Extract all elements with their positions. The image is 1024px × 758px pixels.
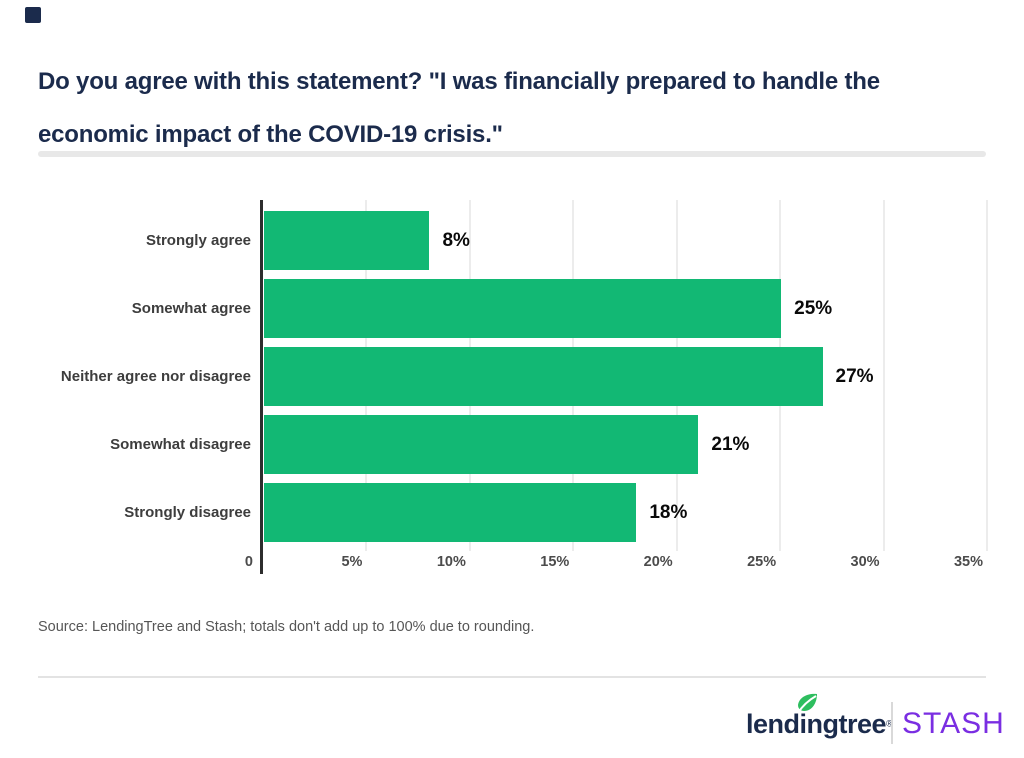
value-label-1: 25% bbox=[794, 298, 833, 319]
category-label-4: Strongly disagree bbox=[124, 504, 251, 521]
value-label-2: 27% bbox=[835, 366, 874, 387]
x-tick-label-30%: 30% bbox=[850, 554, 880, 570]
footer-divider bbox=[38, 676, 986, 678]
lendingtree-logo: lendingtree® bbox=[746, 693, 893, 747]
gridline-30% bbox=[882, 200, 885, 551]
value-label-3: 21% bbox=[711, 434, 750, 455]
category-label-0: Strongly agree bbox=[145, 232, 251, 249]
y-axis-line bbox=[260, 200, 263, 574]
bar-2 bbox=[264, 347, 823, 406]
plot-area: 0 5% 10% 15% 20% 25% 30% 35% 8% 25% 27% 21% 18% bbox=[245, 200, 988, 574]
value-label-0: 8% bbox=[442, 230, 470, 251]
stash-wordmark: STASH bbox=[902, 707, 1005, 740]
value-label-4: 18% bbox=[649, 502, 688, 523]
x-tick-label-35%: 35% bbox=[953, 554, 983, 570]
x-tick-label-10%: 10% bbox=[436, 554, 466, 570]
chart-title-line-2: economic impact of the COVID-19 crisis." bbox=[38, 121, 503, 148]
gridline-35% bbox=[986, 200, 988, 551]
x-tick-label-5%: 5% bbox=[341, 554, 363, 570]
category-label-1: Somewhat agree bbox=[131, 300, 251, 317]
bar-0 bbox=[264, 211, 430, 270]
bar-4 bbox=[264, 483, 637, 542]
source-note: Source: LendingTree and Stash; totals do… bbox=[38, 619, 535, 635]
logo-separator bbox=[891, 702, 893, 744]
lendingtree-leaf-icon bbox=[797, 693, 817, 713]
lendingtree-wordmark: lendingtree bbox=[746, 709, 887, 739]
registered-trademark-symbol: ® bbox=[886, 718, 893, 729]
x-tick-label-15%: 15% bbox=[540, 554, 570, 570]
x-tick-label-0: 0 bbox=[244, 554, 253, 570]
x-tick-label-25%: 25% bbox=[747, 554, 777, 570]
category-label-2: Neither agree nor disagree bbox=[60, 368, 251, 385]
category-axis-labels: Strongly agree Somewhat agree Neither agre… bbox=[38, 200, 251, 551]
bar-3 bbox=[264, 415, 699, 474]
chart-title-line-1: Do you agree with this statement? "I was… bbox=[38, 68, 880, 95]
brand-accent-square bbox=[25, 7, 41, 23]
chart-title: Do you agree with this statement? "I was… bbox=[38, 55, 968, 161]
title-divider bbox=[38, 151, 986, 157]
bar-1 bbox=[264, 279, 782, 338]
x-tick-label-20%: 20% bbox=[643, 554, 673, 570]
category-label-3: Somewhat disagree bbox=[110, 436, 251, 453]
